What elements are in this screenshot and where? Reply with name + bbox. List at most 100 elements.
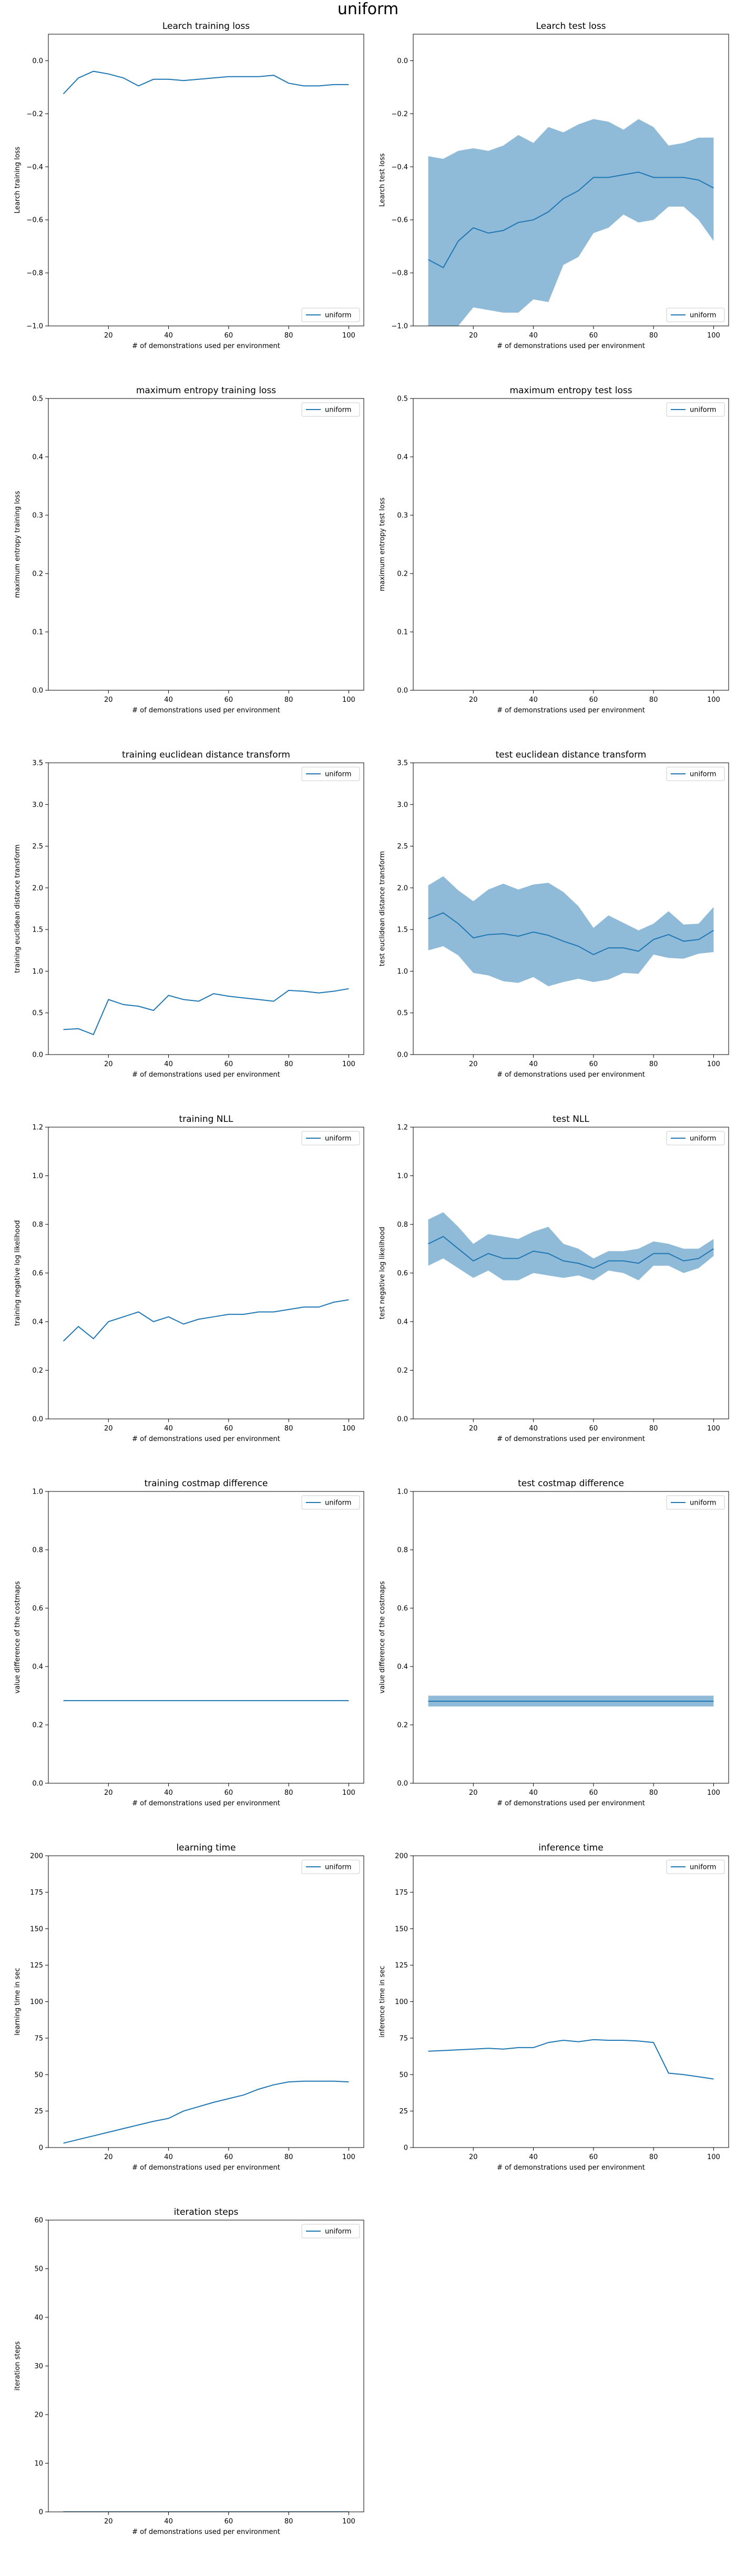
series-line xyxy=(63,1299,349,1342)
y-tick-label: 1.5 xyxy=(397,926,408,934)
figure-title: uniform xyxy=(337,0,399,18)
y-axis-label: Learch training loss xyxy=(14,147,22,213)
chart-panel-8: test NLL 20 40 60 80 100 0.0 0.2 0.4 0.6 0.8 1.0 1.2… xyxy=(379,1114,729,1443)
y-tick-label: 0.4 xyxy=(397,1318,408,1326)
y-tick-label: −1.0 xyxy=(26,323,43,331)
legend-box xyxy=(666,1495,725,1510)
x-tick-label: 20 xyxy=(104,1425,113,1433)
y-tick-label: 3.0 xyxy=(32,801,43,809)
y-tick-label: 0 xyxy=(39,2144,43,2152)
y-tick-label: 60 xyxy=(34,2217,43,2225)
y-tick-label: 0.2 xyxy=(397,1367,408,1375)
x-tick-label: 20 xyxy=(469,2153,478,2161)
axes-frame xyxy=(48,398,364,691)
x-tick-label: 20 xyxy=(469,332,478,340)
x-tick-label: 60 xyxy=(589,1425,598,1433)
x-tick-label: 40 xyxy=(529,696,538,704)
x-tick-label: 100 xyxy=(707,1789,720,1797)
x-tick-label: 100 xyxy=(342,696,355,704)
y-tick-label: 0.0 xyxy=(397,1416,408,1424)
y-tick-label: 0.4 xyxy=(397,454,408,462)
y-tick-label: 0.0 xyxy=(397,1051,408,1059)
legend-label: uniform xyxy=(690,1135,716,1143)
chart-title: test NLL xyxy=(553,1114,589,1125)
x-tick-label: 20 xyxy=(469,1060,478,1068)
x-tick-label: 40 xyxy=(164,2153,173,2161)
legend-box xyxy=(301,1859,360,1874)
x-tick-label: 60 xyxy=(589,696,598,704)
y-tick-label: 1.0 xyxy=(397,1488,408,1496)
y-tick-label: 50 xyxy=(34,2265,43,2273)
x-tick-label: 80 xyxy=(284,1060,293,1068)
series-line xyxy=(428,912,714,955)
x-axis-label: # of demonstrations used per environment xyxy=(132,707,280,714)
y-tick-label: 150 xyxy=(395,1925,408,1933)
y-tick-label: 0.5 xyxy=(397,395,408,403)
chart-panel-2: Learch test loss 20 40 60 80 100 −1.0 −0.8 −0.6 −… xyxy=(379,21,729,350)
y-tick-label: 0.3 xyxy=(397,512,408,520)
legend-box xyxy=(666,1131,725,1146)
x-tick-label: 40 xyxy=(529,1789,538,1797)
y-tick-label: 0 xyxy=(404,2144,408,2152)
y-tick-label: −0.6 xyxy=(391,217,408,224)
legend-box xyxy=(301,402,360,417)
x-tick-label: 60 xyxy=(224,1789,233,1797)
x-tick-label: 40 xyxy=(164,2518,173,2526)
x-tick-label: 60 xyxy=(224,1060,233,1068)
y-tick-label: 2.5 xyxy=(397,843,408,851)
y-tick-label: −1.0 xyxy=(391,323,408,331)
y-tick-label: −0.4 xyxy=(26,163,43,171)
y-tick-label: −0.8 xyxy=(391,270,408,278)
x-tick-label: 100 xyxy=(707,1060,720,1068)
axes-frame xyxy=(48,1127,364,1419)
legend: uniform xyxy=(666,308,725,322)
legend-label: uniform xyxy=(690,312,716,320)
x-tick-label: 20 xyxy=(469,696,478,704)
axes-frame xyxy=(48,762,364,1055)
legend-label: uniform xyxy=(690,1864,716,1872)
x-tick-label: 20 xyxy=(104,1789,113,1797)
x-tick-label: 80 xyxy=(284,696,293,704)
x-tick-label: 80 xyxy=(284,2153,293,2161)
chart-title: test euclidean distance transform xyxy=(496,750,647,760)
y-tick-label: 0.6 xyxy=(32,1270,43,1277)
y-tick-label: 0.8 xyxy=(32,1547,43,1555)
y-tick-label: 175 xyxy=(30,1889,43,1897)
chart-panel-12: inference time 20 40 60 80 100 0 25 50 75 100 125 15… xyxy=(379,1843,729,2172)
legend-box xyxy=(666,1859,725,1874)
legend-box xyxy=(301,308,360,322)
y-tick-label: 0.3 xyxy=(32,512,43,520)
confidence-band xyxy=(428,1212,714,1281)
y-tick-label: 0.2 xyxy=(397,570,408,578)
x-tick-label: 40 xyxy=(164,696,173,704)
chart-panel-11: learning time 20 40 60 80 100 0 25 50 75 100 125 150… xyxy=(14,1843,364,2172)
y-tick-label: 1.0 xyxy=(397,968,408,976)
legend: uniform xyxy=(301,2224,360,2238)
chart-title: training costmap difference xyxy=(144,1478,268,1489)
x-tick-label: 100 xyxy=(707,1425,720,1433)
x-tick-label: 100 xyxy=(342,2153,355,2161)
legend: uniform xyxy=(301,402,360,417)
y-tick-label: 3.0 xyxy=(397,801,408,809)
x-tick-label: 40 xyxy=(529,1425,538,1433)
axes-frame xyxy=(413,762,729,1055)
y-tick-label: 0.4 xyxy=(32,1663,43,1671)
y-tick-label: 10 xyxy=(34,2460,43,2468)
chart-panel-1: Learch training loss 20 40 60 80 100 −1.0 −0.8 −… xyxy=(14,21,364,350)
confidence-band xyxy=(428,876,714,986)
x-tick-label: 40 xyxy=(164,332,173,340)
y-axis-label: value difference of the costmaps xyxy=(379,1581,386,1693)
y-tick-label: 100 xyxy=(30,1998,43,2006)
plot-area xyxy=(63,1299,349,1342)
legend: uniform xyxy=(666,1131,725,1146)
y-tick-label: 25 xyxy=(34,2108,43,2115)
y-tick-label: 0.0 xyxy=(32,1416,43,1424)
y-tick-label: 0.5 xyxy=(32,1009,43,1017)
x-tick-label: 100 xyxy=(707,332,720,340)
legend: uniform xyxy=(301,1131,360,1146)
x-tick-label: 80 xyxy=(649,1789,658,1797)
y-tick-label: 0.6 xyxy=(32,1605,43,1613)
y-tick-label: 40 xyxy=(34,2314,43,2322)
chart-panel-9: training costmap difference 20 40 60 80 100 0.… xyxy=(14,1478,364,1807)
